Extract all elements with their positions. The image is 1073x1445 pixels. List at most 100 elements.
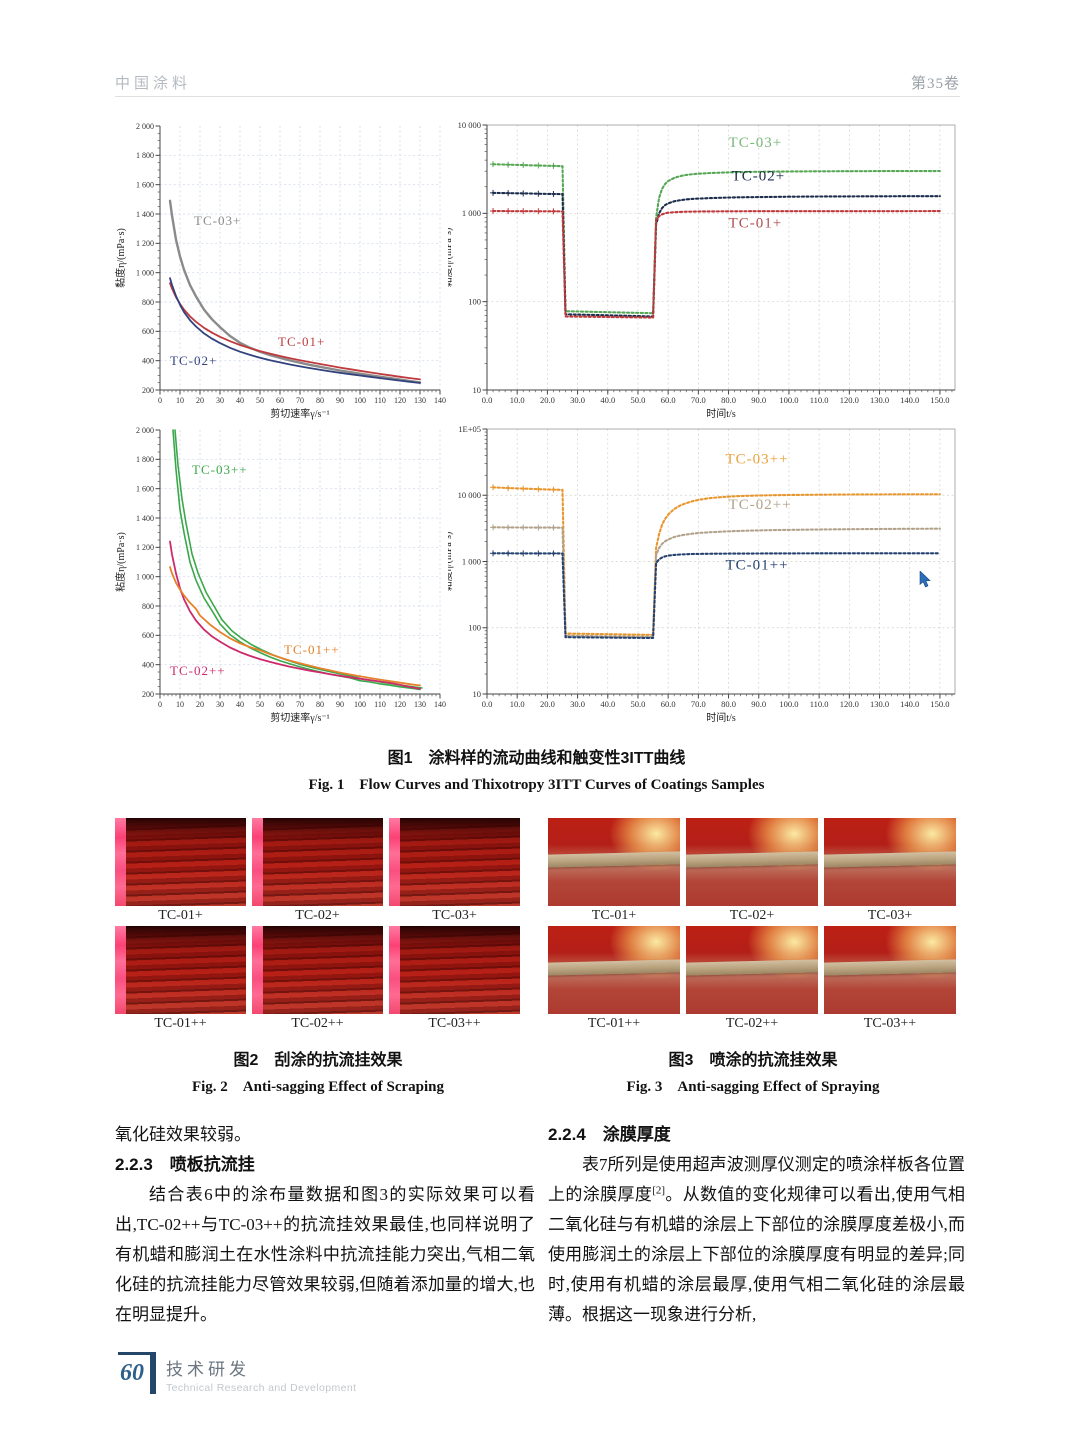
page-footer: 60 技术研发 Technical Research and Developme… <box>118 1352 356 1394</box>
sample-label: TC-02++ <box>291 1016 344 1031</box>
thixotropy-plusplus-chart: 0.0 10.0 20.0 30.0 40.0 50.0 60.0 70.0 80.0 90.0 1… <box>448 424 956 724</box>
spraying-sample-photo <box>686 926 818 1014</box>
spraying-sample-photo <box>686 818 818 906</box>
figure1-caption-cn: 图1 涂料样的流动曲线和触变性3ITT曲线 <box>387 750 686 767</box>
svg-text:150.0: 150.0 <box>930 699 949 709</box>
scraping-sample-photo <box>252 926 383 1014</box>
svg-text:150.0: 150.0 <box>930 395 949 405</box>
svg-text:90.0: 90.0 <box>751 699 766 709</box>
svg-text:110: 110 <box>374 700 386 709</box>
svg-text:粘度η/(mPa·s): 粘度η/(mPa·s) <box>114 532 127 592</box>
svg-text:2 000: 2 000 <box>136 426 154 435</box>
svg-text:10: 10 <box>473 689 482 699</box>
figure1-caption: 图1 涂料样的流动曲线和触变性3ITT曲线 Fig. 1 Flow Curves… <box>0 744 1073 794</box>
text-column-right: 2.2.4 涂膜厚度 表7所列是使用超声波测厚仪测定的喷涂样板各位置上的涂膜厚度… <box>548 1120 965 1330</box>
svg-text:1 800: 1 800 <box>136 455 154 464</box>
svg-text:30.0: 30.0 <box>570 699 585 709</box>
mouse-cursor-icon <box>919 570 933 594</box>
footer-bar <box>150 1352 156 1394</box>
sample-label: TC-01+ <box>158 908 203 923</box>
svg-text:2 000: 2 000 <box>136 122 154 131</box>
scraping-sample-photo <box>389 926 520 1014</box>
svg-text:20.0: 20.0 <box>540 395 555 405</box>
sample-label: TC-01++ <box>154 1016 207 1031</box>
svg-text:时间t/s: 时间t/s <box>706 711 736 724</box>
svg-text:1 000: 1 000 <box>462 208 481 218</box>
svg-text:10.0: 10.0 <box>510 699 525 709</box>
svg-text:0: 0 <box>158 700 162 709</box>
svg-text:100: 100 <box>354 396 366 405</box>
svg-text:60: 60 <box>276 700 284 709</box>
scraping-sample-photo <box>252 818 383 906</box>
svg-text:130: 130 <box>414 700 426 709</box>
spraying-sample-photo <box>824 926 956 1014</box>
sample-photo-cell: TC-01++ <box>548 926 680 1034</box>
svg-text:10 000: 10 000 <box>458 120 481 130</box>
sample-photo-cell: TC-03+ <box>824 818 956 926</box>
svg-text:TC-02++: TC-02++ <box>170 663 226 678</box>
svg-text:黏度η/(mPa·s): 黏度η/(mPa·s) <box>448 532 454 592</box>
volume-label: 第35卷 <box>910 76 960 92</box>
sample-label: TC-03+ <box>432 908 477 923</box>
citation-superscript: [2] <box>652 1184 666 1197</box>
svg-text:90.0: 90.0 <box>751 395 766 405</box>
sample-photo-cell: TC-02++ <box>252 926 383 1034</box>
svg-text:600: 600 <box>142 327 154 336</box>
journal-name: 中国涂料 <box>115 76 192 92</box>
figure2-photos: TC-01+ TC-02+ TC-03+ TC-01++ TC-02++ <box>115 818 521 1034</box>
svg-text:130: 130 <box>414 396 426 405</box>
spraying-sample-photo <box>548 926 680 1014</box>
svg-text:1 000: 1 000 <box>136 268 154 277</box>
svg-text:70.0: 70.0 <box>691 699 706 709</box>
svg-text:140.0: 140.0 <box>900 395 919 405</box>
sample-photo-cell: TC-03++ <box>824 926 956 1034</box>
svg-text:TC-02++: TC-02++ <box>729 497 792 513</box>
svg-text:30.0: 30.0 <box>570 395 585 405</box>
svg-text:100: 100 <box>468 623 481 633</box>
svg-text:200: 200 <box>142 386 154 395</box>
svg-text:剪切速率γ/s⁻¹: 剪切速率γ/s⁻¹ <box>270 407 329 420</box>
paragraph-224: 表7所列是使用超声波测厚仪测定的喷涂样板各位置上的涂膜厚度[2]。从数值的变化规… <box>548 1150 965 1330</box>
svg-text:10: 10 <box>176 700 184 709</box>
sample-label: TC-02++ <box>725 1016 779 1031</box>
svg-text:TC-02+: TC-02+ <box>732 169 786 185</box>
svg-text:TC-01+: TC-01+ <box>278 334 325 349</box>
paragraph-223: 结合表6中的涂布量数据和图3的实际效果可以看出,TC-02++与TC-03++的… <box>115 1185 535 1324</box>
sample-photo-cell: TC-01+ <box>115 818 246 926</box>
figure3-caption: 图3 喷涂的抗流挂效果 Fig. 3 Anti-sagging Effect o… <box>548 1046 958 1096</box>
svg-text:TC-03++: TC-03++ <box>192 462 248 477</box>
figure3-caption-cn: 图3 喷涂的抗流挂效果 <box>668 1052 838 1069</box>
svg-text:60.0: 60.0 <box>661 395 676 405</box>
svg-text:120: 120 <box>394 700 406 709</box>
sample-photo-cell: TC-02+ <box>252 818 383 926</box>
svg-text:100.0: 100.0 <box>779 395 798 405</box>
section-heading-224: 2.2.4 涂膜厚度 <box>548 1125 671 1144</box>
svg-text:90: 90 <box>336 396 344 405</box>
figure1-caption-en: Fig. 1 Flow Curves and Thixotropy 3ITT C… <box>308 777 765 793</box>
paragraph-continuation: 氧化硅效果较弱。 <box>115 1125 251 1144</box>
svg-text:TC-01++: TC-01++ <box>284 642 340 657</box>
svg-text:TC-03+: TC-03+ <box>194 213 241 228</box>
footer-section: 技术研发 Technical Research and Development <box>166 1352 356 1394</box>
sample-label: TC-01+ <box>591 908 637 923</box>
svg-text:黏度η/(mPa·s): 黏度η/(mPa·s) <box>448 228 454 288</box>
svg-text:20: 20 <box>196 396 204 405</box>
svg-text:140.0: 140.0 <box>900 699 919 709</box>
svg-text:40: 40 <box>236 396 244 405</box>
svg-text:70.0: 70.0 <box>691 395 706 405</box>
header-rule <box>115 96 960 97</box>
svg-text:10: 10 <box>473 385 482 395</box>
svg-text:TC-01+: TC-01+ <box>729 216 783 232</box>
svg-text:110.0: 110.0 <box>810 699 829 709</box>
flow-curves-plus-chart: 0 10 20 30 40 50 60 70 80 90 100 110 120 130 140 200 400… <box>114 122 446 420</box>
svg-text:140: 140 <box>434 700 446 709</box>
svg-text:70: 70 <box>296 700 304 709</box>
svg-text:200: 200 <box>142 690 154 699</box>
svg-text:40: 40 <box>236 700 244 709</box>
svg-text:0.0: 0.0 <box>482 395 493 405</box>
svg-text:120.0: 120.0 <box>840 699 859 709</box>
svg-text:30: 30 <box>216 700 224 709</box>
svg-text:1 800: 1 800 <box>136 151 154 160</box>
svg-text:110.0: 110.0 <box>810 395 829 405</box>
svg-text:TC-02+: TC-02+ <box>170 353 217 368</box>
